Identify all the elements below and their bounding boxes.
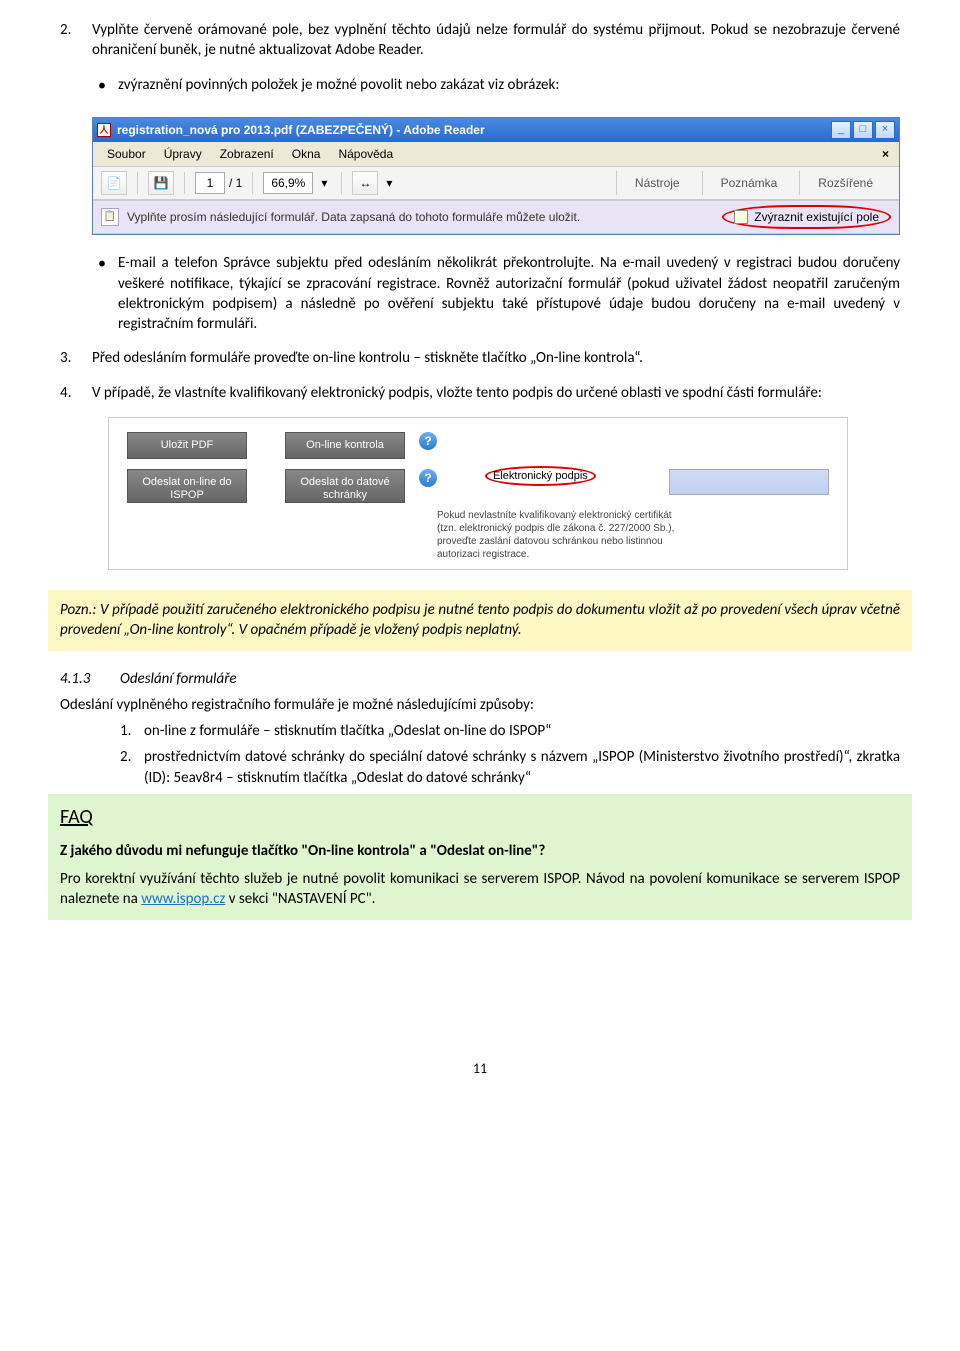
page-current: 1 [195, 172, 225, 194]
send-databox-button: Odeslat do datové schránky [285, 469, 405, 503]
maximize-icon: □ [853, 121, 873, 139]
pdf-icon: 人 [97, 123, 111, 137]
section-intro: Odeslání vyplněného registračního formul… [60, 695, 900, 715]
list-text: prostřednictvím datové schránky do speci… [144, 747, 900, 788]
window-title: registration_nová pro 2013.pdf (ZABEZPEČ… [117, 122, 831, 138]
list-item-4: 4. V případě, že vlastníte kvalifikovaný… [60, 383, 900, 403]
adobe-reader-screenshot: 人 registration_nová pro 2013.pdf (ZABEZP… [92, 117, 900, 236]
section-title: Odeslání formuláře [120, 669, 237, 689]
help-icon: ? [419, 469, 437, 487]
ispop-link[interactable]: www.ispop.cz [141, 890, 225, 908]
menu-bar: Soubor Úpravy Zobrazení Okna Nápověda × [93, 142, 899, 167]
faq-question: Z jakého důvodu mi nefunguje tlačítko "O… [60, 841, 900, 861]
section-heading: 4.1.3 Odeslání formuláře [60, 669, 900, 689]
menu-item: Nápověda [330, 144, 401, 164]
form-icon: 📋 [101, 208, 119, 226]
sub-bullet-2: E-mail a telefon Správce subjektu před o… [92, 253, 900, 334]
open-icon: 📄 [101, 171, 127, 195]
tab-rozsirene: Rozšířené [799, 171, 891, 195]
list-item-3: 3. Před odesláním formuláře proveďte on-… [60, 348, 900, 368]
form-info-text: Vyplňte prosím následující formulář. Dat… [127, 209, 722, 225]
signature-label: Elektronický podpis [485, 466, 596, 486]
faq-answer: Pro korektní využívání těchto služeb je … [60, 869, 900, 910]
tool-icon: ↔ [352, 171, 378, 195]
send-method-2: 2. prostřednictvím datové schránky do sp… [120, 747, 900, 788]
faq-box: FAQ Z jakého důvodu mi nefunguje tlačítk… [48, 794, 912, 920]
list-number: 4. [60, 383, 92, 403]
list-number: 2. [60, 20, 92, 103]
page-total: / 1 [229, 175, 242, 191]
list-number: 2. [120, 747, 144, 788]
highlight-label: Zvýraznit existující pole [754, 209, 879, 225]
minimize-icon: _ [831, 121, 851, 139]
signature-note: Pokud nevlastníte kvalifikovaný elektron… [437, 509, 687, 561]
toolbar: 📄 💾 1 / 1 66,9% ▾ ↔ ▾ Nástroje Poznámka … [93, 167, 899, 200]
help-icon: ? [419, 432, 437, 450]
list-number: 3. [60, 348, 92, 368]
dropdown-icon: ▾ [317, 175, 331, 191]
save-icon: 💾 [148, 171, 174, 195]
menu-item: Okna [284, 144, 329, 164]
list-text: Vyplňte červeně orámované pole, bez vypl… [92, 21, 900, 59]
menu-close-icon: × [874, 144, 893, 164]
page-number: 11 [60, 1060, 900, 1079]
faq-heading: FAQ [60, 804, 900, 831]
form-info-bar: 📋 Vyplňte prosím následující formulář. D… [93, 200, 899, 234]
list-text: on-line z formuláře – stisknutím tlačítk… [144, 721, 551, 741]
zoom-value: 66,9% [263, 172, 313, 194]
note-yellow: Pozn.: V případě použití zaručeného elek… [48, 590, 912, 651]
list-text: Před odesláním formuláře proveďte on-lin… [92, 348, 900, 368]
signature-field [669, 469, 829, 495]
send-method-1: 1. on-line z formuláře – stisknutím tlač… [120, 721, 900, 741]
send-online-button: Odeslat on-line do ISPOP [127, 469, 247, 503]
list-number: 1. [120, 721, 144, 741]
sub-bullet-1: zvýraznění povinných položek je možné po… [92, 75, 900, 95]
save-pdf-button: Uložit PDF [127, 432, 247, 459]
list-item-2: 2. Vyplňte červeně orámované pole, bez v… [60, 20, 900, 103]
window-titlebar: 人 registration_nová pro 2013.pdf (ZABEZP… [93, 118, 899, 142]
list-text: V případě, že vlastníte kvalifikovaný el… [92, 383, 900, 403]
menu-item: Soubor [99, 144, 154, 164]
highlight-icon [734, 210, 748, 224]
tab-poznamka: Poznámka [702, 171, 796, 195]
signature-form-screenshot: Uložit PDF On-line kontrola ? Odeslat on… [108, 417, 848, 570]
section-number: 4.1.3 [60, 669, 100, 689]
menu-item: Zobrazení [212, 144, 282, 164]
tab-nastroje: Nástroje [616, 171, 698, 195]
dropdown-icon: ▾ [382, 175, 396, 191]
close-icon: × [875, 121, 895, 139]
online-check-button: On-line kontrola [285, 432, 405, 459]
menu-item: Úpravy [156, 144, 210, 164]
highlight-fields-button: Zvýraznit existující pole [722, 205, 891, 229]
